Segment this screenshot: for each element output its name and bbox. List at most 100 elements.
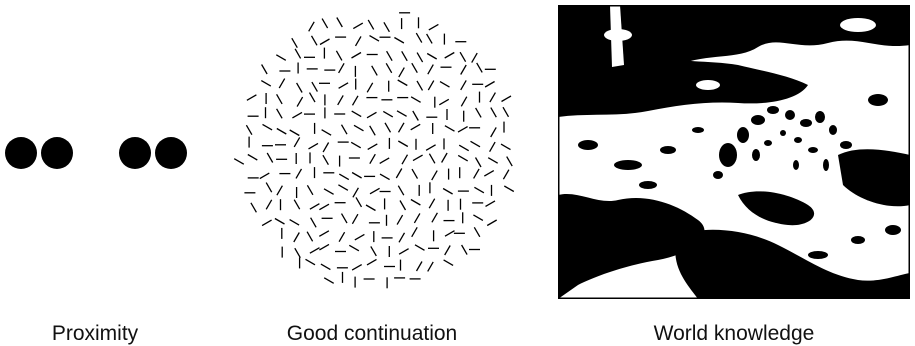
line-segment [382, 110, 394, 118]
line-segment [474, 186, 485, 194]
line-segment [410, 123, 421, 131]
line-segment [413, 213, 421, 224]
line-segment [322, 142, 330, 153]
dalmatian-illusion-image [558, 5, 910, 299]
caption-proximity: Proximity [51, 322, 139, 345]
world-knowledge-figure [558, 5, 910, 299]
line-segment [460, 80, 467, 91]
line-segment [276, 185, 283, 196]
line-segment [489, 92, 496, 103]
line-segment [265, 182, 273, 193]
line-segment [397, 122, 405, 133]
line-segment [502, 106, 510, 118]
line-segment [320, 263, 331, 271]
line-segment [459, 51, 467, 63]
line-segment [354, 233, 365, 241]
line-segment [351, 51, 362, 59]
line-segment [427, 261, 434, 272]
line-segment [260, 80, 272, 87]
line-segment [442, 187, 453, 195]
line-segment [410, 198, 421, 206]
line-segment [276, 108, 283, 119]
line-segment [431, 212, 438, 223]
line-segment [458, 144, 470, 152]
line-segment [431, 170, 438, 181]
line-segment [305, 258, 316, 266]
line-segment [262, 123, 273, 131]
line-segment [306, 184, 314, 196]
dot [5, 137, 37, 169]
line-segment [310, 35, 318, 46]
line-segment [412, 110, 419, 121]
line-segment [352, 187, 359, 198]
line-segment [245, 124, 253, 136]
line-segment [338, 173, 350, 181]
line-segment [293, 232, 300, 243]
line-segment [335, 50, 343, 61]
line-segment [490, 107, 497, 118]
line-segment [460, 96, 468, 107]
line-segment [294, 247, 301, 259]
line-segment [487, 157, 499, 164]
line-segment [355, 197, 363, 208]
line-segment [394, 36, 405, 44]
line-segment [351, 213, 359, 225]
line-segment [233, 158, 245, 165]
line-segment [247, 153, 258, 161]
line-segment [294, 48, 302, 59]
line-segment [275, 54, 287, 61]
line-segment [414, 244, 425, 251]
line-segment [367, 143, 378, 150]
line-segment [398, 232, 406, 243]
line-segment [474, 157, 482, 168]
line-segment [351, 171, 362, 179]
line-segment [350, 141, 362, 149]
line-segment [291, 37, 298, 49]
line-segment [296, 96, 304, 107]
line-segment [473, 214, 484, 221]
line-segment [415, 261, 423, 272]
line-segment [289, 219, 300, 226]
line-segment [401, 154, 409, 165]
line-segment [348, 244, 360, 252]
line-segment [366, 111, 377, 119]
line-segment [427, 64, 434, 75]
line-segment [457, 126, 468, 133]
line-segment [353, 124, 364, 132]
line-segment [310, 217, 317, 228]
line-segment [319, 243, 330, 251]
line-segment [352, 22, 364, 30]
line-segment [443, 259, 454, 266]
line-segment [476, 62, 483, 73]
line-segment [278, 78, 286, 89]
line-segment [338, 184, 349, 191]
line-segment [338, 231, 346, 243]
line-segment [289, 129, 300, 137]
line-segment [471, 52, 478, 63]
line-segment [323, 188, 334, 195]
line-segment [318, 230, 330, 237]
line-segment [401, 50, 408, 62]
line-segment [261, 64, 268, 75]
line-segment [340, 213, 348, 224]
line-segment [441, 152, 448, 163]
line-segment [351, 95, 359, 106]
line-segment [371, 65, 378, 76]
line-segment [292, 111, 303, 119]
line-segment [383, 21, 390, 33]
line-segment [412, 154, 423, 162]
line-segment [396, 110, 407, 117]
line-segment [426, 33, 433, 44]
line-segment [311, 81, 318, 92]
line-segment [293, 199, 301, 210]
good-continuation-figure [222, 0, 532, 300]
line-segment [337, 95, 344, 106]
proximity-dots [5, 137, 187, 169]
line-segment [444, 230, 455, 237]
line-segment [338, 62, 345, 74]
line-segment [397, 185, 405, 196]
line-segment [379, 173, 390, 181]
line-segment [323, 277, 335, 284]
line-segment [410, 96, 421, 103]
dot [155, 137, 187, 169]
